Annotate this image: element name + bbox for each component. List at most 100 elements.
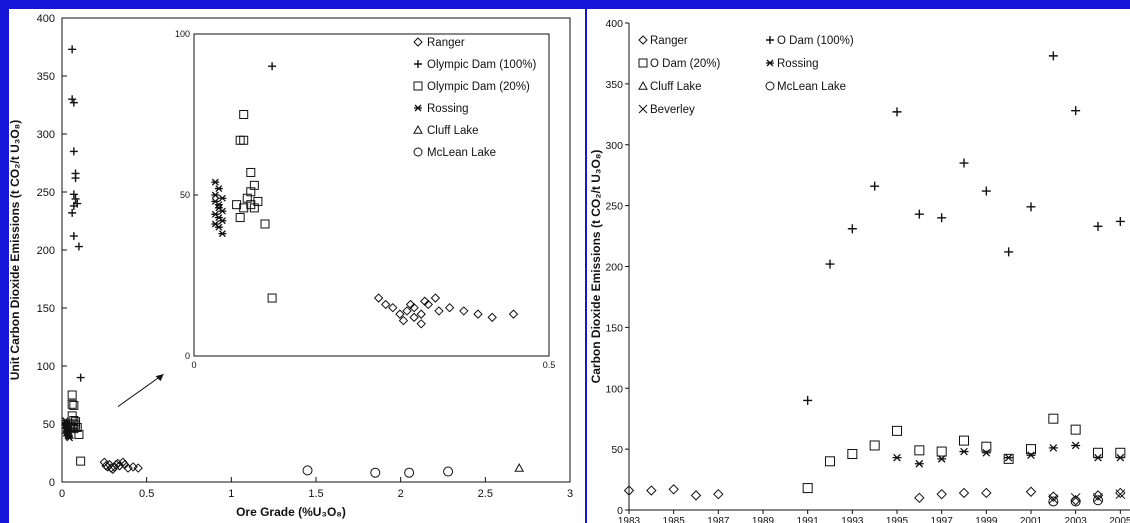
inset-point-ranger-shape [416, 309, 426, 319]
legend-marker-o-dam-100 [766, 36, 774, 44]
point-o-dam-20 [892, 425, 902, 436]
point-o-dam-100 [892, 107, 902, 117]
point-olympic-dam-20-shape [74, 429, 84, 439]
point-ranger [713, 488, 724, 500]
x-tick-label: 2001 [1020, 516, 1043, 523]
point-olympic-dam-20-shape [69, 400, 79, 410]
point-rossing [1004, 453, 1014, 462]
point-ranger [123, 463, 133, 473]
inset-point-olympic-dam-20-shape [249, 203, 259, 213]
inset-point-ranger [416, 309, 426, 319]
point-rossing [937, 455, 947, 463]
point-olympic-dam-100-shape [71, 174, 80, 183]
inset-point-olympic-dam-20-shape [239, 110, 249, 119]
point-o-dam-20-shape [1026, 444, 1036, 455]
point-rossing-shape [1004, 453, 1014, 462]
inset-point-rossing [211, 178, 220, 186]
inset-point-rossing-shape [218, 230, 227, 238]
point-o-dam-100-shape [803, 395, 813, 405]
point-o-dam-100 [847, 224, 857, 234]
y-tick-label: 50 [43, 419, 55, 431]
point-olympic-dam-100 [69, 190, 78, 199]
x-tick-label: 1997 [931, 516, 954, 523]
inset-point-rossing-shape [211, 178, 220, 186]
y-axis-title: Unit Carbon Dioxide Emissions (t CO₂/t U… [9, 120, 22, 381]
series-olympic-dam-100 [68, 45, 85, 382]
inset-y-tick-label: 0 [185, 351, 190, 361]
inset-point-ranger [473, 309, 483, 319]
inset-point-rossing-shape [214, 201, 223, 209]
point-o-dam-20 [936, 446, 947, 457]
inset-point-ranger-shape [388, 302, 398, 313]
point-ranger-shape [668, 484, 679, 495]
inset-point-rossing-shape [214, 223, 223, 231]
point-rossing [914, 459, 924, 468]
point-olympic-dam-100 [74, 242, 83, 251]
inset-point-olympic-dam-20 [239, 110, 249, 119]
legend-marker-rossing-shape [414, 104, 422, 112]
point-ranger-shape [1048, 491, 1059, 502]
y-tick-label: 250 [37, 187, 55, 199]
point-o-dam-20 [1003, 453, 1014, 464]
point-ranger [981, 487, 992, 499]
point-ranger [1048, 491, 1059, 502]
inset-point-ranger-shape [416, 319, 426, 329]
point-mclean-lake-shape [404, 467, 415, 478]
y-tick-label: 300 [37, 129, 55, 141]
point-olympic-dam-20-shape [67, 390, 77, 400]
inset-point-ranger [444, 302, 455, 313]
point-o-dam-100 [1115, 216, 1125, 226]
point-ranger [1092, 490, 1104, 501]
y-tick-label: 0 [617, 505, 623, 517]
point-mclean-lake [1048, 496, 1059, 507]
point-ranger [1070, 495, 1081, 506]
legend-marker-mclean-lake-shape [765, 81, 775, 91]
point-olympic-dam-100-shape [69, 98, 78, 107]
point-o-dam-100-shape [825, 259, 835, 269]
inset-arrow-head [155, 374, 164, 382]
legend-marker-cluff-lake [638, 80, 648, 90]
legend-marker-beverley [638, 104, 648, 114]
point-o-dam-20 [825, 456, 835, 467]
inset-series-olympic-dam-20 [232, 110, 277, 303]
point-ranger-shape [713, 488, 724, 500]
point-mclean-lake [1070, 496, 1081, 507]
inset-point-rossing [214, 201, 223, 209]
y-tick-label: 250 [605, 201, 623, 213]
legend-marker-ranger-shape [638, 35, 648, 45]
point-mclean-lake-shape [302, 465, 313, 476]
inset-point-olympic-dam-20 [239, 203, 249, 213]
inset-point-olympic-dam-20-shape [235, 213, 245, 223]
x-tick-label: 1999 [975, 516, 998, 523]
point-mclean-lake-shape [1093, 495, 1103, 506]
x-tick-label: 2005 [1109, 516, 1130, 523]
series-beverley [1048, 489, 1126, 504]
point-olympic-dam-20 [67, 390, 77, 400]
point-mclean-lake-shape [1048, 496, 1059, 507]
inset-arrow-line [117, 373, 164, 408]
point-o-dam-20-shape [825, 456, 835, 467]
x-tick-label: 1983 [618, 516, 641, 523]
inset-point-ranger [459, 306, 469, 316]
point-rossing [65, 434, 74, 442]
point-o-dam-100-shape [1071, 106, 1081, 116]
legend-marker-ranger-shape [413, 37, 423, 47]
point-o-dam-100 [937, 213, 947, 223]
inset-point-ranger [402, 306, 412, 316]
point-rossing [959, 447, 969, 456]
point-o-dam-20-shape [869, 440, 880, 451]
legend-label-rossing: Rossing [427, 103, 469, 115]
point-o-dam-100-shape [1004, 247, 1014, 257]
point-beverley [1070, 492, 1081, 503]
legend-marker-cluff-lake-shape [413, 124, 423, 134]
point-o-dam-100-shape [870, 181, 880, 191]
point-rossing [63, 422, 72, 430]
point-ranger-shape [133, 463, 143, 473]
legend-label-olympic-dam-20: Olympic Dam (20%) [427, 81, 530, 93]
inset-series-olympic-dam-100 [268, 62, 277, 71]
point-rossing-shape [892, 453, 902, 462]
point-mclean-lake [370, 467, 381, 478]
legend-marker-cluff-lake-shape [638, 80, 648, 90]
inset-point-olympic-dam-20 [249, 203, 259, 213]
point-mclean-lake [443, 466, 454, 477]
